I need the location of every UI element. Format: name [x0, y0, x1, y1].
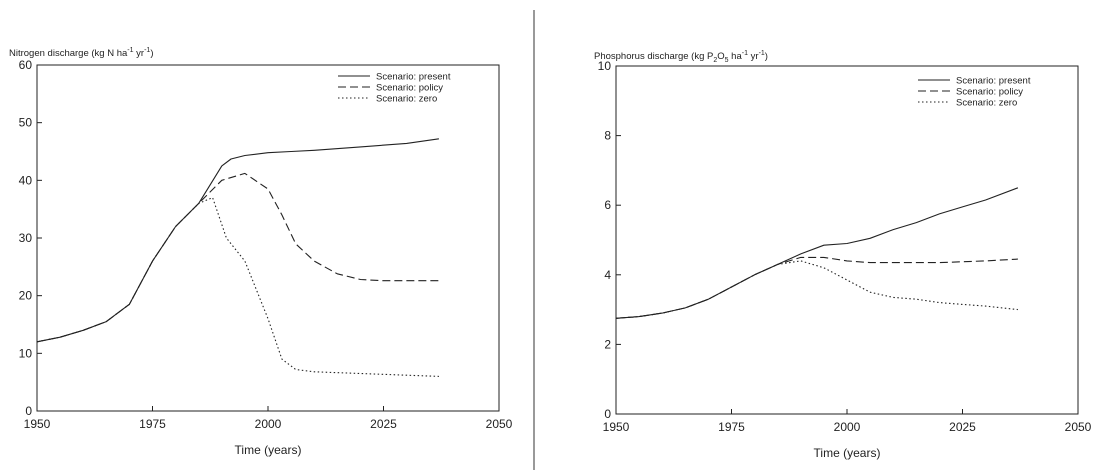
nitrogen-series-dashed [36, 172, 439, 343]
nitrogen-legend-label-dotted: Scenario: zero [376, 94, 437, 105]
phosphorus-plot-frame [615, 65, 1079, 415]
phosphorus-y-tick-label: 4 [604, 268, 611, 282]
phosphorus-y-tick-label: 2 [604, 337, 611, 351]
nitrogen-ticks: 1950 1975 2000 2025 2050 0 10 20 30 40 50 60 [19, 58, 513, 431]
phosphorus-y-tick-label: 8 [604, 129, 611, 143]
nitrogen-plot-frame [36, 64, 500, 412]
nitrogen-y-tick-label: 0 [25, 404, 32, 418]
phosphorus-y-tick-label: 6 [604, 198, 611, 212]
nitrogen-legend-label-solid: Scenario: present [376, 72, 451, 83]
phosphorus-series-solid [615, 187, 1019, 319]
phosphorus-x-tick-label: 2000 [834, 420, 861, 434]
phosphorus-legend-label-solid: Scenario: present [956, 76, 1031, 87]
nitrogen-series [36, 138, 439, 377]
nitrogen-y-axis-title: Nitrogen discharge (kg N ha-1 yr-1) [9, 47, 154, 59]
nitrogen-legend-label-dashed: Scenario: policy [376, 83, 443, 94]
nitrogen-y-tick-label: 10 [19, 346, 33, 360]
nitrogen-x-axis-title: Time (years) [235, 443, 302, 457]
phosphorus-x-tick-label: 2050 [1065, 420, 1092, 434]
nitrogen-y-tick-label: 50 [19, 116, 33, 130]
phosphorus-series [615, 187, 1019, 319]
phosphorus-x-tick-label: 2025 [949, 420, 976, 434]
nitrogen-x-tick-label: 2000 [255, 417, 282, 431]
phosphorus-ticks: 1950 1975 2000 2025 2050 0 2 4 6 8 10 [598, 59, 1092, 434]
phosphorus-x-tick-label: 1975 [718, 420, 745, 434]
nitrogen-series-dotted [36, 197, 439, 377]
phosphorus-x-tick-label: 1950 [603, 420, 630, 434]
phosphorus-series-dotted [615, 260, 1018, 319]
nitrogen-chart: Nitrogen discharge (kg N ha-1 yr-1) 1950… [9, 47, 513, 457]
nitrogen-x-tick-label: 1975 [139, 417, 166, 431]
phosphorus-y-tick-label: 0 [604, 407, 611, 421]
nitrogen-x-tick-label: 2025 [370, 417, 397, 431]
phosphorus-x-axis-title: Time (years) [814, 446, 881, 460]
nitrogen-y-tick-label: 20 [19, 289, 33, 303]
phosphorus-series-dashed [615, 256, 1018, 319]
nitrogen-x-tick-label: 1950 [24, 417, 51, 431]
nitrogen-y-tick-label: 30 [19, 231, 33, 245]
nitrogen-y-tick-label: 40 [19, 173, 33, 187]
phosphorus-legend-label-dotted: Scenario: zero [956, 98, 1017, 109]
phosphorus-chart: Phosphorus discharge (kg P2O5 ha-1 yr-1)… [594, 50, 1092, 460]
nitrogen-x-tick-label: 2050 [486, 417, 513, 431]
phosphorus-y-tick-label: 10 [598, 59, 612, 73]
nitrogen-series-solid [36, 138, 439, 343]
phosphorus-legend-label-dashed: Scenario: policy [956, 87, 1023, 98]
phosphorus-y-axis-title: Phosphorus discharge (kg P2O5 ha-1 yr-1) [594, 50, 768, 64]
nitrogen-y-tick-label: 60 [19, 58, 33, 72]
